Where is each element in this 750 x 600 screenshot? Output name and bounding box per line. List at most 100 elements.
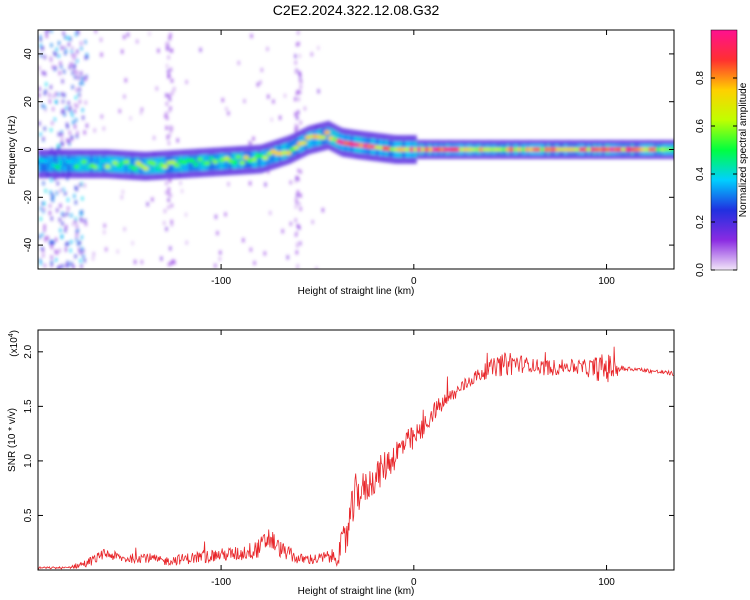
spectral-noise-cell [71, 71, 74, 76]
spectral-noise-cell [168, 36, 171, 41]
spectral-noise-cell [57, 132, 60, 137]
spectral-noise-cell [123, 94, 126, 99]
spectral-noise-cell [66, 197, 70, 202]
spectral-noise-cell [73, 102, 77, 107]
spectral-peak-cell [239, 160, 246, 166]
spectral-noise-cell [171, 126, 174, 131]
spectral-noise-cell [170, 260, 173, 265]
spectral-noise-cell [317, 89, 320, 94]
spectral-band-cell [269, 147, 273, 164]
spectral-noise-cell [73, 194, 76, 199]
spectral-noise-cell [259, 80, 262, 85]
spectral-noise-cell [81, 108, 84, 113]
spectral-noise-cell [61, 79, 64, 84]
snr-y-axis: 0.5 1.0 1.5 2.0 [23, 344, 674, 522]
spectral-noise-cell [169, 106, 172, 111]
spectral-noise-cell [317, 45, 320, 50]
colorbar-label: Normalized spectral amplitude [738, 82, 749, 217]
spectral-peak-cell [196, 157, 203, 162]
spectral-noise-cell [39, 37, 42, 42]
spectral-noise-cell [295, 91, 299, 96]
spectral-noise-cell [57, 147, 61, 152]
spectral-band-cell [110, 156, 114, 173]
x-tick-label: 100 [598, 276, 615, 287]
spectral-noise-cell [167, 93, 171, 98]
spectral-noise-cell [63, 93, 66, 98]
spectral-noise-cell [80, 209, 84, 214]
spectral-noise-cell [227, 182, 230, 187]
spectral-noise-cell [39, 258, 42, 263]
spectral-noise-cell [71, 52, 74, 57]
spectral-noise-cell [221, 98, 224, 103]
spectral-noise-cell [296, 223, 299, 228]
spectral-noise-cell [294, 97, 297, 102]
spectral-band-cell [144, 158, 148, 175]
spectral-noise-cell [297, 97, 300, 102]
spectral-noise-cell [252, 136, 255, 141]
spectral-noise-cell [51, 198, 54, 203]
spectral-noise-cell [169, 262, 172, 267]
spectral-noise-cell [242, 238, 245, 243]
spectral-noise-cell [80, 212, 83, 217]
spectral-noise-cell [43, 91, 47, 96]
spectral-peak-cell [162, 164, 169, 169]
spectral-noise-cell [74, 53, 77, 58]
spectral-noise-cell [76, 232, 79, 237]
spectral-band-cell [306, 132, 310, 149]
spectral-noise-cell [66, 260, 69, 265]
spectral-noise-cell [58, 217, 61, 222]
spectral-noise-cell [169, 125, 172, 130]
spectral-peak-cell [54, 164, 61, 170]
spectral-noise-cell [102, 126, 105, 131]
spectral-noise-cell [50, 216, 53, 221]
spectral-noise-cell [295, 176, 298, 181]
spectral-noise-cell [294, 112, 297, 117]
spectral-noise-cell [61, 211, 64, 216]
spectral-noise-cell [298, 225, 301, 230]
spectral-noise-cell [70, 135, 73, 140]
spectral-noise-cell [65, 225, 68, 230]
spectral-noise-cell [71, 85, 74, 90]
spectrogram-panel: -100 0 100 -40 -20 0 20 40 Height of straight … [7, 29, 675, 297]
spectral-noise-cell [297, 41, 300, 46]
spectral-noise-cell [80, 235, 83, 240]
spectral-noise-cell [59, 203, 62, 208]
snr-panel: -100 0 100 0.5 1.0 1.5 2.0 (x104) Height of s… [7, 329, 675, 597]
spectral-noise-cell [146, 202, 149, 207]
spectral-noise-cell [279, 115, 282, 120]
spectral-noise-cell [248, 140, 251, 145]
spectral-noise-cell [50, 43, 53, 48]
spectral-noise-cell [248, 181, 252, 186]
spectral-band-cell [179, 156, 183, 172]
spectral-noise-cell [41, 201, 44, 206]
spectral-noise-cell [165, 101, 168, 106]
spectral-band-cell [136, 157, 140, 174]
spectral-noise-cell [297, 110, 300, 115]
spectral-noise-cell [224, 212, 227, 217]
spectral-peak-cell [154, 166, 161, 171]
spectral-band-cell [286, 142, 290, 159]
spectral-noise-cell [185, 80, 188, 85]
spectral-noise-cell [77, 75, 81, 80]
spectral-noise-cell [169, 33, 172, 38]
spectral-noise-cell [170, 219, 173, 224]
spectral-noise-cell [65, 242, 68, 247]
spectral-noise-cell [39, 43, 42, 48]
spectral-peak-cell [250, 157, 257, 162]
y-tick-label: 1.0 [23, 454, 34, 468]
spectral-noise-cell [63, 69, 66, 74]
spectral-noise-cell [59, 228, 62, 233]
spectral-noise-cell [59, 188, 62, 193]
y-tick-label: 1.5 [23, 399, 34, 413]
spectral-noise-cell [74, 75, 77, 80]
spectral-noise-cell [41, 103, 44, 108]
spectral-noise-cell [75, 134, 79, 139]
spectral-noise-cell [64, 35, 67, 40]
spectral-peak-cell [104, 164, 111, 169]
spectral-noise-cell [298, 202, 301, 207]
y-tick-label: 20 [23, 96, 34, 108]
spectral-noise-cell [214, 214, 218, 219]
spectral-noise-cell [103, 230, 106, 235]
spectral-noise-cell [60, 137, 64, 142]
spectral-noise-cell [75, 104, 79, 109]
